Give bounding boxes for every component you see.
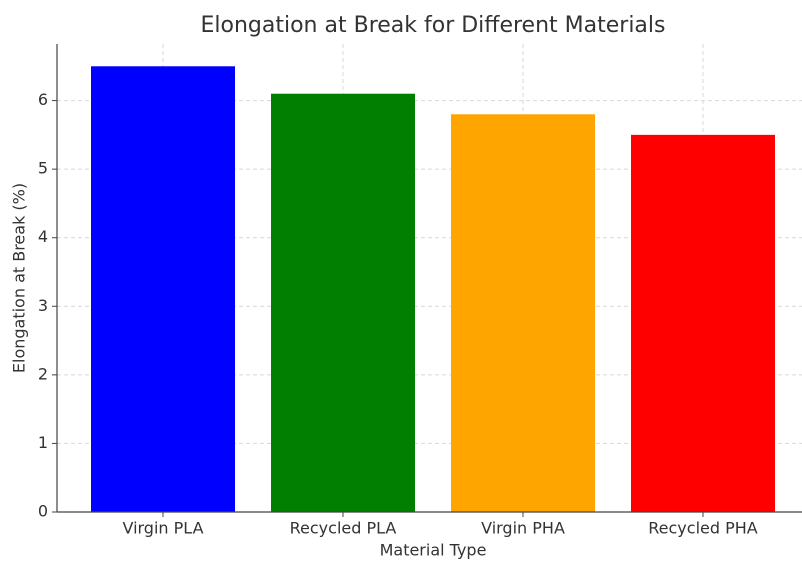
y-tick-label: 3 — [38, 296, 48, 315]
y-tick-label: 0 — [38, 502, 48, 521]
y-tick-label: 2 — [38, 364, 48, 383]
x-tick-label: Virgin PLA — [122, 519, 203, 538]
bar — [91, 66, 235, 513]
x-tick-label: Recycled PHA — [648, 519, 758, 538]
y-axis-label: Elongation at Break (%) — [10, 183, 29, 373]
x-axis-label: Material Type — [380, 541, 487, 560]
bar — [451, 114, 595, 513]
bar — [631, 134, 775, 512]
bar — [271, 93, 415, 512]
chart-title: Elongation at Break for Different Materi… — [201, 13, 666, 38]
x-tick-label: Virgin PHA — [481, 519, 565, 538]
y-tick-label: 6 — [38, 90, 48, 109]
y-tick-label: 4 — [38, 227, 48, 246]
y-tick-label: 1 — [38, 433, 48, 452]
y-tick-label: 5 — [38, 159, 48, 178]
x-tick-label: Recycled PLA — [290, 519, 397, 538]
